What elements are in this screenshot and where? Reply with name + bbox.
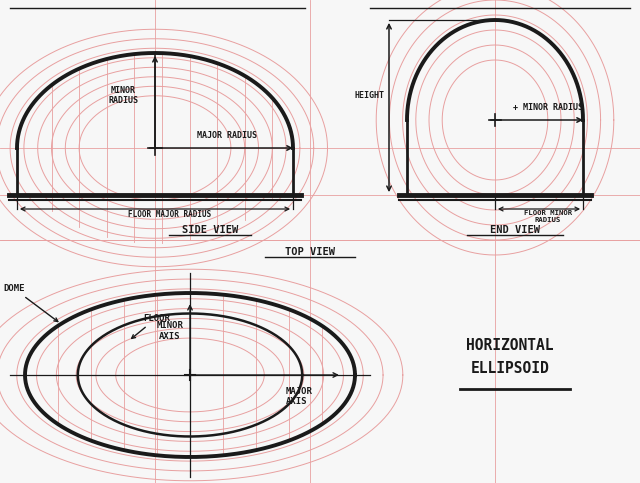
Text: FLOOR: FLOOR [132, 314, 170, 339]
Text: FLOOR MAJOR RADIUS: FLOOR MAJOR RADIUS [129, 210, 212, 219]
Text: HEIGHT: HEIGHT [354, 91, 384, 100]
Text: MAJOR RADIUS: MAJOR RADIUS [196, 131, 257, 140]
Text: + MINOR RADIUS: + MINOR RADIUS [513, 103, 583, 112]
Text: END VIEW: END VIEW [490, 225, 540, 235]
Text: MINOR
RADIUS: MINOR RADIUS [108, 86, 138, 105]
Text: FLOOR MINOR
RADIUS: FLOOR MINOR RADIUS [524, 210, 572, 223]
Text: SIDE VIEW: SIDE VIEW [182, 225, 238, 235]
Text: HORIZONTAL
ELLIPSOID: HORIZONTAL ELLIPSOID [467, 339, 554, 376]
Text: MAJOR
AXIS: MAJOR AXIS [285, 387, 312, 406]
Text: DOME: DOME [3, 284, 58, 322]
Text: MINOR
AXIS: MINOR AXIS [157, 321, 184, 341]
Text: TOP VIEW: TOP VIEW [285, 247, 335, 257]
